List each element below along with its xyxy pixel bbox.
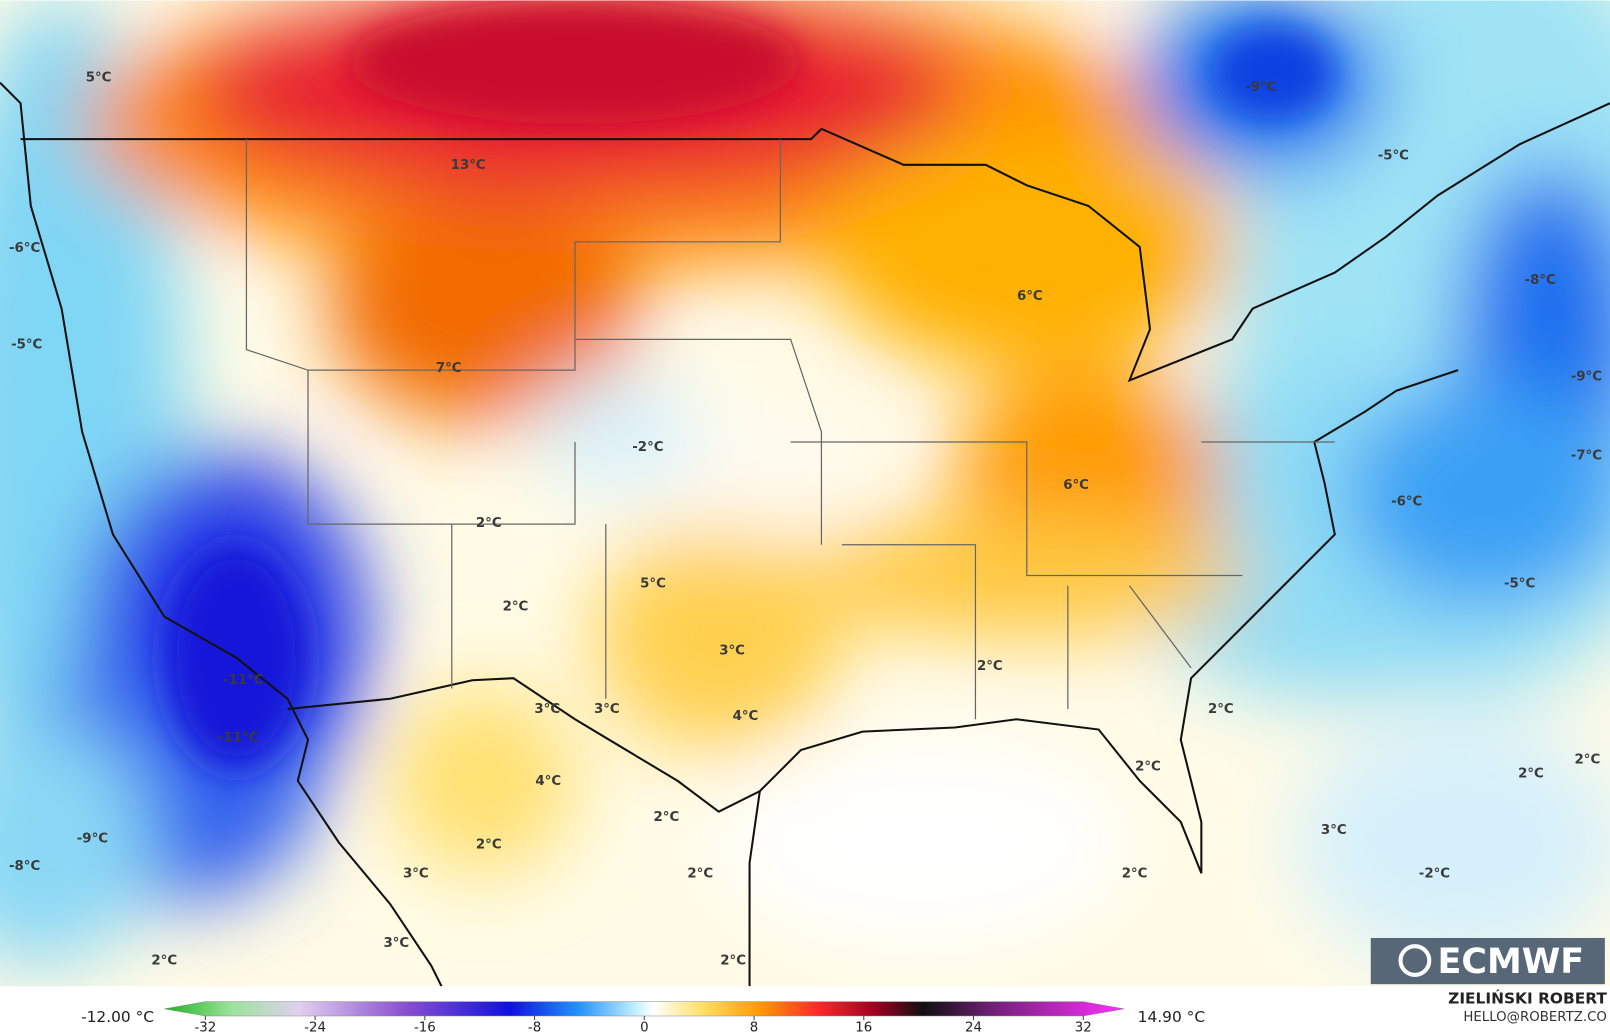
colorbar-min: -12.00 °C	[81, 1008, 154, 1026]
temperature-label: -11°C	[223, 673, 264, 688]
contact: HELLO@ROBERTZ.CO	[1463, 1010, 1607, 1025]
logo-icon	[1398, 944, 1432, 977]
temperature-label: 2°C	[687, 866, 713, 881]
colorbar-tick-label: 8	[750, 1020, 758, 1035]
temperature-label: -8°C	[9, 859, 40, 874]
temperature-label: 2°C	[720, 954, 746, 969]
temperature-label: 2°C	[1135, 759, 1161, 774]
temperature-label: -5°C	[1378, 149, 1409, 164]
temperature-label: 2°C	[654, 810, 680, 825]
colorbar-scale	[164, 1001, 1125, 1017]
logo-text: ECMWF	[1438, 942, 1585, 982]
colorbar-tick-label: 16	[855, 1020, 872, 1035]
colorbar-tick-label: -8	[528, 1020, 541, 1035]
temperature-label: -11°C	[218, 731, 259, 746]
colorbar-tick-label: 32	[1075, 1020, 1092, 1035]
temperature-label: 3°C	[719, 643, 745, 658]
temperature-label: 5°C	[86, 71, 112, 86]
temperature-label: 2°C	[1575, 752, 1601, 767]
temperature-label: 13°C	[451, 158, 486, 173]
temperature-label: -6°C	[9, 241, 40, 256]
colorbar-tick-label: -24	[304, 1020, 326, 1035]
temperature-label: 6°C	[1063, 478, 1089, 493]
temperature-label: -2°C	[632, 440, 663, 455]
temperature-label: 3°C	[383, 936, 409, 951]
temperature-label: 2°C	[151, 954, 177, 969]
temperature-label: 7°C	[436, 361, 462, 376]
temperature-label: 3°C	[1321, 823, 1347, 838]
temperature-label: -7°C	[1571, 448, 1602, 463]
temperature-label: 2°C	[1518, 767, 1544, 782]
temperature-label: 2°C	[476, 516, 502, 531]
map-labels: 5°C 13°C -9°C -5°C -6°C -8°C 6°C -5°C 7°C -9°C -2°…	[9, 71, 1602, 969]
colorbar-max: 14.90 °C	[1138, 1008, 1205, 1026]
temperature-label: -5°C	[11, 337, 42, 352]
temperature-label: 6°C	[1017, 289, 1043, 304]
temperature-label: 2°C	[503, 599, 529, 614]
colorbar-tick-label: 24	[965, 1020, 982, 1035]
author: ZIELIŃSKI ROBERT	[1448, 989, 1607, 1008]
temperature-label: -2°C	[1419, 866, 1450, 881]
temperature-label: -9°C	[1571, 369, 1602, 384]
colorbar-tick-label: -32	[194, 1020, 216, 1035]
temperature-label: 4°C	[733, 709, 759, 724]
temperature-label: -5°C	[1504, 577, 1535, 592]
temperature-label: -9°C	[77, 831, 108, 846]
boundaries	[0, 81, 1610, 987]
temperature-label: 2°C	[1208, 702, 1234, 717]
temperature-label: 2°C	[977, 659, 1003, 674]
temperature-label: 5°C	[640, 577, 666, 592]
temperature-label: 2°C	[476, 838, 502, 853]
temperature-label: -8°C	[1525, 273, 1556, 288]
colorbar-tick-label: 0	[640, 1020, 648, 1035]
ecmwf-logo: ECMWF	[1370, 937, 1605, 985]
temperature-label: -6°C	[1391, 495, 1422, 510]
temperature-label: -9°C	[1245, 80, 1276, 95]
temperature-label: 3°C	[403, 866, 429, 881]
temperature-label: 3°C	[534, 702, 560, 717]
temperature-label: 2°C	[1122, 866, 1148, 881]
colorbar-ticks: -32 -24 -16 -8 0 8 16 24 32	[194, 1016, 1092, 1035]
colorbar: -12.00 °C 14.90 °C -32 -24 -16 -8 0 8 16 24 32	[81, 1001, 1205, 1035]
temperature-label: 3°C	[594, 702, 620, 717]
temperature-field: 5°C 13°C -9°C -5°C -6°C -8°C 6°C -5°C 7°C -9°C -2°…	[0, 0, 1610, 987]
colorbar-tick-label: -16	[414, 1020, 436, 1035]
temperature-label: 4°C	[535, 774, 561, 789]
